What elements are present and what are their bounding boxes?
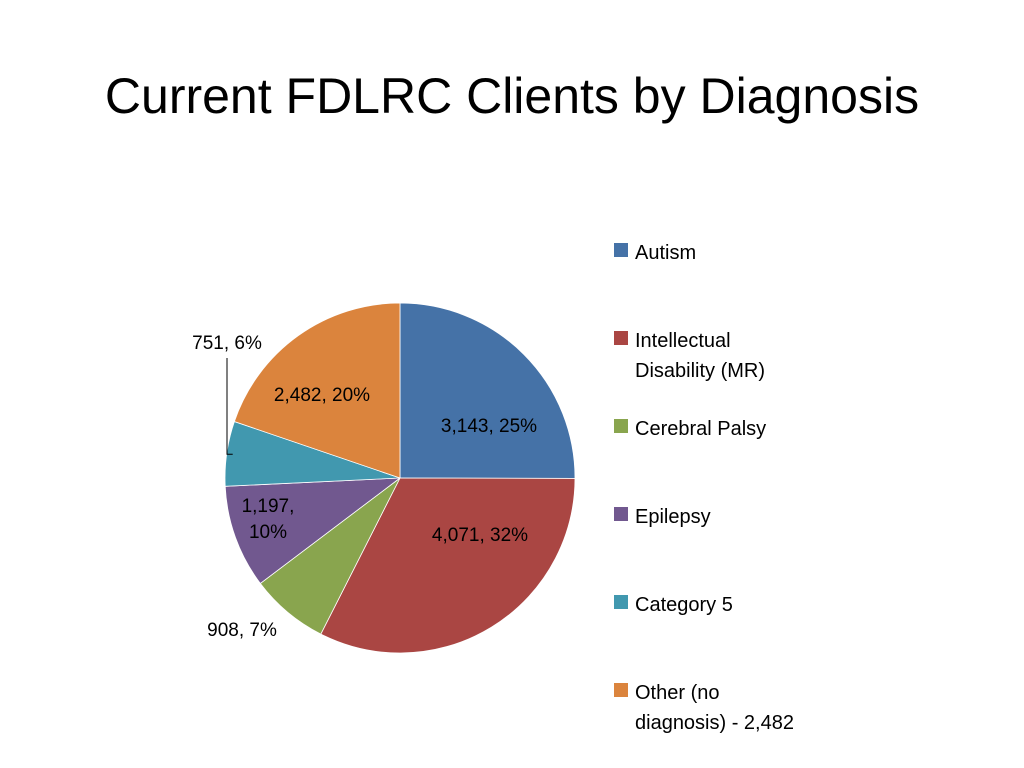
legend-item-cerebral-palsy: Cerebral Palsy xyxy=(614,418,766,440)
pie-slice-epilepsy xyxy=(224,477,402,585)
legend-item-other-no-diagnosis-2-482: Other (no diagnosis) - 2,482 xyxy=(614,682,794,734)
legend-label-cerebral-palsy: Cerebral Palsy xyxy=(635,418,766,440)
data-labels: 3,143, 25% 4,071, 32% 908, 7% 1,197, 10% 751,… xyxy=(192,333,537,641)
slide-title: Current FDLRC Clients by Diagnosis xyxy=(104,68,920,124)
legend-swatch-cerebral-palsy xyxy=(614,419,628,433)
legend-item-epilepsy: Epilepsy xyxy=(614,506,711,528)
legend-swatch-other-no-diagnosis-2-482 xyxy=(614,683,628,697)
data-label-intellectual-disability-mr: 4,071, 32% xyxy=(432,525,528,546)
pie-slices xyxy=(224,302,576,654)
legend: Autism Intellectual Disability (MR) Cerebra… xyxy=(614,242,794,734)
data-label-cerebral-palsy: 908, 7% xyxy=(207,620,277,641)
data-label-epilepsy: 1,197, 10% xyxy=(242,496,295,543)
data-label-other-no-diagnosis-2-482: 2,482, 20% xyxy=(274,385,370,406)
leader-lines xyxy=(226,358,233,455)
legend-swatch-category-5 xyxy=(614,595,628,609)
legend-item-category-5: Category 5 xyxy=(614,594,733,616)
leader-line-category-5 xyxy=(226,358,233,455)
legend-item-autism: Autism xyxy=(614,242,696,264)
data-label-category-5: 751, 6% xyxy=(192,333,262,354)
legend-label-epilepsy: Epilepsy xyxy=(635,506,711,528)
legend-label-autism: Autism xyxy=(635,242,696,264)
pie-slice-intellectual-disability-mr xyxy=(320,477,576,654)
pie-slice-autism xyxy=(399,302,576,479)
pie-slice-other-no-diagnosis-2-482 xyxy=(233,302,401,479)
legend-swatch-intellectual-disability-mr xyxy=(614,331,628,345)
legend-item-intellectual-disability-mr: Intellectual Disability (MR) xyxy=(614,330,765,382)
legend-swatch-autism xyxy=(614,243,628,257)
legend-swatch-epilepsy xyxy=(614,507,628,521)
legend-label-category-5: Category 5 xyxy=(635,594,733,616)
legend-label-intellectual-disability-mr: Intellectual Disability (MR) xyxy=(635,330,765,382)
legend-label-other-no-diagnosis-2-482: Other (no diagnosis) - 2,482 xyxy=(635,682,794,734)
data-label-autism: 3,143, 25% xyxy=(441,416,537,437)
